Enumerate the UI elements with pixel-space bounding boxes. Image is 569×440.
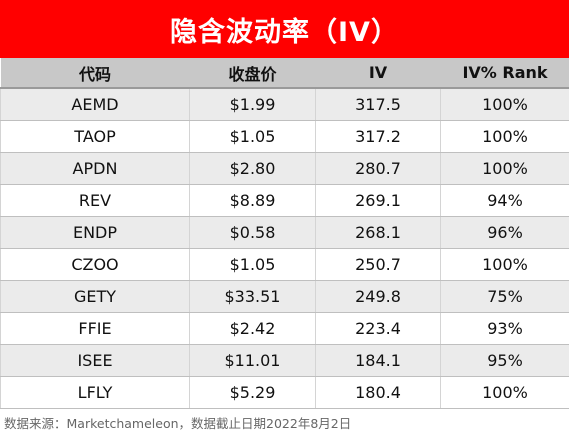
table-row: GETY $33.51 249.8 75%: [0, 280, 569, 313]
ticker-cell: LFLY: [0, 376, 190, 409]
ticker-cell: GETY: [0, 280, 190, 313]
column-header-ticker: 代码: [0, 58, 190, 89]
ticker-cell: TAOP: [0, 120, 190, 153]
iv-cell: 280.7: [315, 152, 441, 185]
table-row: AEMD $1.99 317.5 100%: [0, 88, 569, 121]
table-row: ISEE $11.01 184.1 95%: [0, 344, 569, 377]
iv-cell: 249.8: [315, 280, 441, 313]
iv-cell: 223.4: [315, 312, 441, 345]
page-title: 隐含波动率（IV）: [170, 16, 399, 48]
close-price-cell: $1.05: [189, 248, 316, 281]
title-banner: 隐含波动率（IV）: [0, 0, 569, 58]
iv-rank-cell: 94%: [440, 184, 569, 217]
table-row: ENDP $0.58 268.1 96%: [0, 216, 569, 249]
table-row: APDN $2.80 280.7 100%: [0, 152, 569, 185]
iv-cell: 250.7: [315, 248, 441, 281]
iv-rank-cell: 93%: [440, 312, 569, 345]
iv-cell: 317.2: [315, 120, 441, 153]
close-price-cell: $1.99: [189, 88, 316, 121]
iv-cell: 268.1: [315, 216, 441, 249]
close-price-cell: $0.58: [189, 216, 316, 249]
iv-cell: 317.5: [315, 88, 441, 121]
close-price-cell: $2.42: [189, 312, 316, 345]
column-header-iv: IV: [315, 58, 441, 89]
table-row: TAOP $1.05 317.2 100%: [0, 120, 569, 153]
iv-rank-cell: 100%: [440, 152, 569, 185]
ticker-cell: CZOO: [0, 248, 190, 281]
ticker-cell: FFIE: [0, 312, 190, 345]
iv-rank-cell: 100%: [440, 120, 569, 153]
close-price-cell: $2.80: [189, 152, 316, 185]
close-price-cell: $5.29: [189, 376, 316, 409]
ticker-cell: AEMD: [0, 88, 190, 121]
iv-rank-cell: 100%: [440, 248, 569, 281]
ticker-cell: APDN: [0, 152, 190, 185]
close-price-cell: $11.01: [189, 344, 316, 377]
ticker-cell: ISEE: [0, 344, 190, 377]
iv-cell: 184.1: [315, 344, 441, 377]
close-price-cell: $1.05: [189, 120, 316, 153]
source-note: 数据来源：Marketchameleon，数据截止日期2022年8月2日: [4, 416, 352, 431]
ticker-cell: REV: [0, 184, 190, 217]
ticker-cell: ENDP: [0, 216, 190, 249]
table-row: CZOO $1.05 250.7 100%: [0, 248, 569, 281]
iv-cell: 269.1: [315, 184, 441, 217]
iv-rank-cell: 75%: [440, 280, 569, 313]
iv-rank-cell: 95%: [440, 344, 569, 377]
iv-cell: 180.4: [315, 376, 441, 409]
close-price-cell: $33.51: [189, 280, 316, 313]
table-row: LFLY $5.29 180.4 100%: [0, 376, 569, 409]
iv-rank-cell: 96%: [440, 216, 569, 249]
column-header-close-price: 收盘价: [189, 58, 316, 89]
iv-rank-cell: 100%: [440, 376, 569, 409]
table-row: REV $8.89 269.1 94%: [0, 184, 569, 217]
column-header-iv-rank: IV% Rank: [440, 58, 569, 89]
iv-rank-cell: 100%: [440, 88, 569, 121]
table-header-row: 代码 收盘价 IV IV% Rank: [0, 58, 569, 89]
table-row: FFIE $2.42 223.4 93%: [0, 312, 569, 345]
close-price-cell: $8.89: [189, 184, 316, 217]
iv-table: 代码 收盘价 IV IV% Rank AEMD $1.99 317.5 100%…: [0, 58, 569, 409]
